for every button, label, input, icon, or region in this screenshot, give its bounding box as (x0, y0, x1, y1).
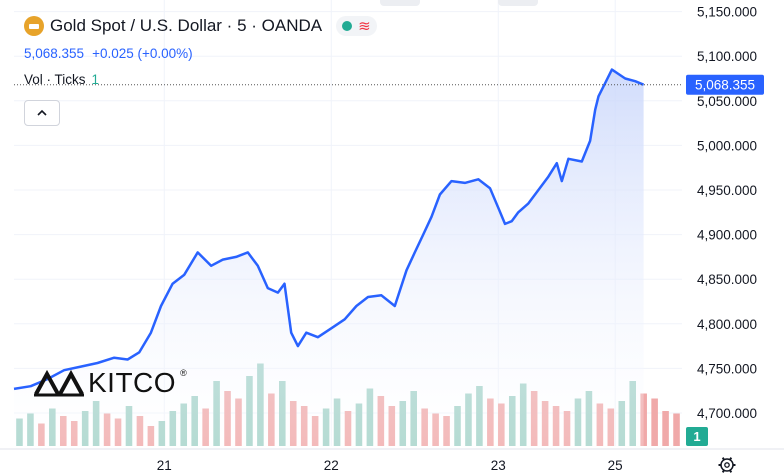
kitco-brand: KITCO (88, 367, 177, 398)
volume-label: Vol · Ticks (24, 72, 86, 87)
gold-bar-icon (24, 16, 44, 36)
symbol-header[interactable]: Gold Spot / U.S. Dollar · 5 · OANDA ≋ (24, 14, 377, 38)
market-status-pill[interactable]: ≋ (336, 16, 377, 36)
volume-badge (686, 427, 708, 446)
wave-icon: ≋ (358, 17, 371, 35)
kitco-registered: ® (180, 368, 187, 378)
volume-legend[interactable]: Vol · Ticks 1 (24, 72, 99, 87)
volume-bar (662, 411, 669, 446)
price-area (14, 69, 644, 446)
volume-bar (640, 393, 647, 446)
settings-gear-icon[interactable] (718, 457, 736, 473)
y-tick-label: 5,100.000 (697, 49, 757, 64)
y-tick-label: 4,850.000 (697, 272, 757, 287)
volume-bar (651, 398, 658, 446)
y-tick-label: 5,000.000 (697, 138, 757, 153)
y-tick-label: 4,950.000 (697, 183, 757, 198)
kitco-logo-icon (34, 369, 84, 397)
volume-badge-label: 1 (693, 429, 700, 444)
symbol-title[interactable]: Gold Spot / U.S. Dollar · 5 · OANDA (50, 16, 323, 35)
y-tick-label: 4,800.000 (697, 317, 757, 332)
x-tick-label: 23 (491, 458, 506, 473)
last-price-badge-label: 5,068.355 (695, 78, 755, 93)
x-tick-label: 21 (157, 458, 172, 473)
toolbar-button[interactable] (380, 0, 420, 6)
chevron-up-icon (37, 109, 47, 116)
kitco-watermark: KITCO ® (34, 367, 187, 399)
y-tick-label: 4,700.000 (697, 406, 757, 421)
collapse-legend-button[interactable] (24, 100, 60, 126)
price-line-series (13, 68, 645, 391)
toolbar-button[interactable] (498, 0, 538, 6)
volume-bar (673, 413, 680, 446)
volume-value: 1 (91, 72, 100, 87)
last-price: 5,068.355 (24, 46, 85, 61)
x-tick-label: 25 (608, 458, 623, 473)
y-tick-label: 4,750.000 (697, 361, 757, 376)
price-change: +0.025 (+0.00%) (92, 46, 193, 61)
y-tick-label: 5,150.000 (697, 5, 757, 20)
market-open-dot-icon (342, 21, 353, 31)
y-tick-label: 4,900.000 (697, 228, 757, 243)
x-tick-label: 22 (324, 458, 339, 473)
y-tick-label: 5,050.000 (697, 94, 757, 109)
price-line: 5,068.355 +0.025 (+0.00%) (24, 46, 193, 61)
last-price-badge (686, 74, 764, 95)
